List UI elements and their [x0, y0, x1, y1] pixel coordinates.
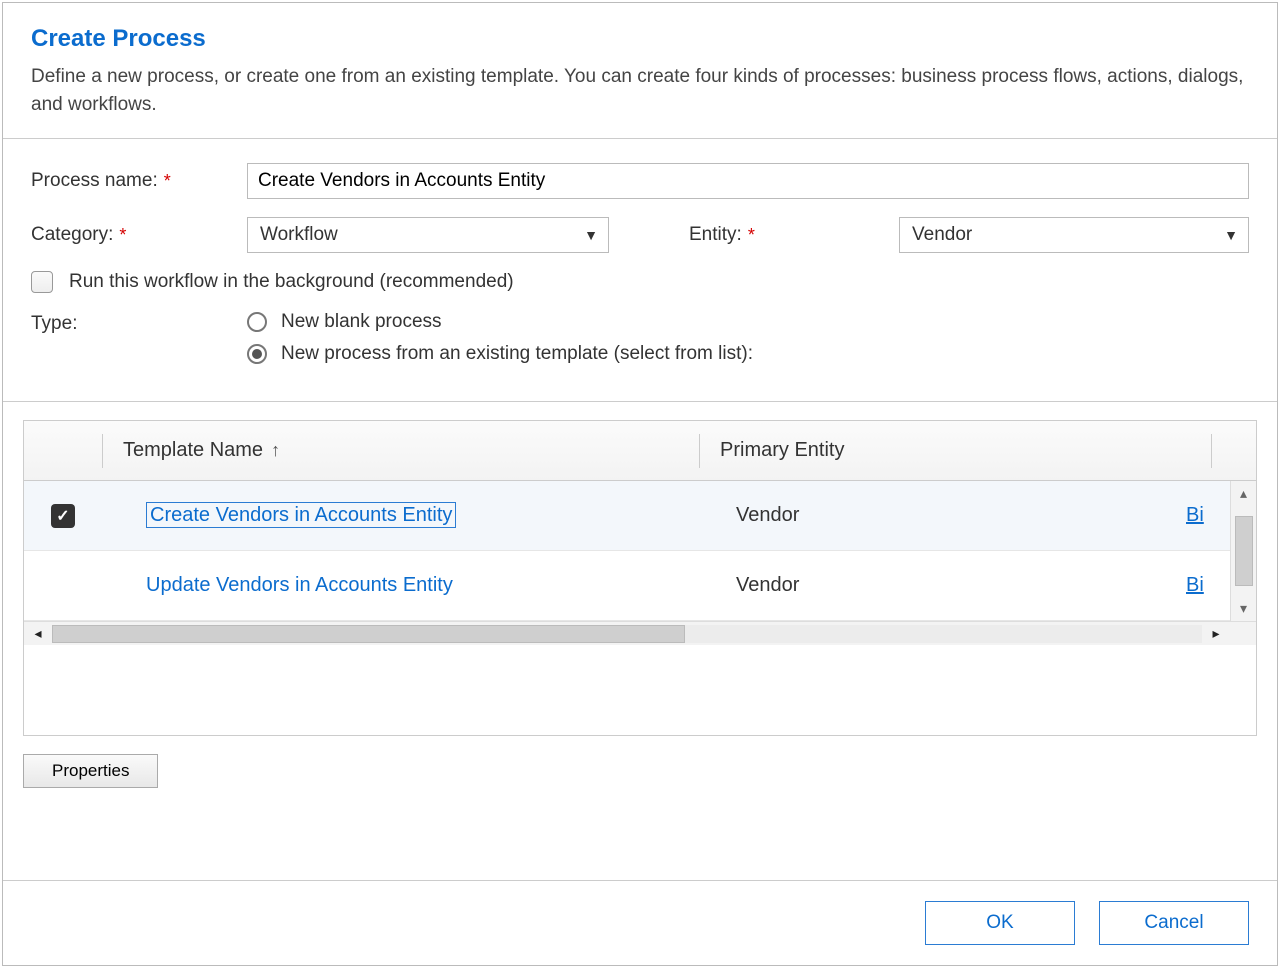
scroll-thumb[interactable]	[52, 625, 685, 643]
ok-button[interactable]: OK	[925, 901, 1075, 945]
chevron-down-icon: ▼	[584, 227, 598, 243]
properties-row: Properties	[3, 736, 1277, 812]
grid-body: ✓ Create Vendors in Accounts Entity Vend…	[24, 481, 1256, 621]
table-row[interactable]: ✓ Create Vendors in Accounts Entity Vend…	[24, 481, 1230, 551]
type-radio-template-label: New process from an existing template (s…	[281, 343, 753, 365]
grid-header: Template Name ↑ Primary Entity	[24, 421, 1256, 481]
form-section: Process name: * Category: * Workflow ▼ E…	[3, 139, 1277, 401]
row-checkbox-checked-icon[interactable]: ✓	[51, 504, 75, 528]
category-select[interactable]: Workflow ▼	[247, 217, 609, 253]
category-label: Category: *	[31, 224, 247, 246]
process-name-row: Process name: *	[31, 163, 1249, 199]
type-radio-blank-row: New blank process	[247, 311, 753, 333]
scroll-down-icon[interactable]: ▾	[1240, 596, 1247, 621]
dialog-description: Define a new process, or create one from…	[31, 63, 1249, 118]
table-row[interactable]: Update Vendors in Accounts Entity Vendor…	[24, 551, 1230, 621]
required-icon: *	[748, 225, 755, 246]
row-entity: Vendor	[698, 574, 1186, 597]
type-row: Type: New blank process New process from…	[31, 311, 1249, 365]
scroll-up-icon[interactable]: ▴	[1240, 481, 1247, 506]
template-name-link[interactable]: Create Vendors in Accounts Entity	[146, 502, 456, 528]
sort-ascending-icon: ↑	[271, 440, 280, 461]
row-owner-link[interactable]: Bi	[1186, 574, 1230, 597]
cancel-button[interactable]: Cancel	[1099, 901, 1249, 945]
dialog-footer: OK Cancel	[3, 880, 1277, 965]
process-name-label: Process name: *	[31, 170, 247, 192]
scroll-left-icon[interactable]: ◂	[24, 625, 52, 642]
create-process-dialog: Create Process Define a new process, or …	[2, 2, 1278, 966]
template-name-link[interactable]: Update Vendors in Accounts Entity	[146, 574, 453, 596]
template-grid: Template Name ↑ Primary Entity ✓ Create …	[23, 420, 1257, 736]
type-radio-template[interactable]	[247, 344, 267, 364]
background-checkbox-label: Run this workflow in the background (rec…	[69, 271, 514, 293]
chevron-down-icon: ▼	[1224, 227, 1238, 243]
category-entity-row: Category: * Workflow ▼ Entity: * Vendor …	[31, 217, 1249, 253]
process-name-input[interactable]	[247, 163, 1249, 199]
vertical-scrollbar[interactable]: ▴ ▾	[1230, 481, 1256, 621]
required-icon: *	[119, 225, 126, 246]
properties-button[interactable]: Properties	[23, 754, 158, 788]
row-owner-link[interactable]: Bi	[1186, 504, 1230, 527]
background-checkbox[interactable]	[31, 271, 53, 293]
required-icon: *	[164, 171, 171, 192]
background-checkbox-row: Run this workflow in the background (rec…	[31, 271, 1249, 293]
type-radio-blank[interactable]	[247, 312, 267, 332]
entity-label: Entity: *	[689, 224, 899, 246]
horizontal-scrollbar[interactable]: ◂ ▸	[24, 621, 1256, 645]
entity-select[interactable]: Vendor ▼	[899, 217, 1249, 253]
type-radio-template-row: New process from an existing template (s…	[247, 343, 753, 365]
grid-header-template-name[interactable]: Template Name ↑	[103, 439, 699, 462]
dialog-header: Create Process Define a new process, or …	[3, 3, 1277, 138]
type-label: Type:	[31, 311, 247, 335]
type-radio-blank-label: New blank process	[281, 311, 442, 333]
scroll-right-icon[interactable]: ▸	[1202, 625, 1230, 642]
row-entity: Vendor	[698, 504, 1186, 527]
grid-header-primary-entity[interactable]: Primary Entity	[700, 439, 1211, 462]
dialog-title: Create Process	[31, 25, 1249, 53]
scroll-thumb[interactable]	[1235, 516, 1253, 586]
